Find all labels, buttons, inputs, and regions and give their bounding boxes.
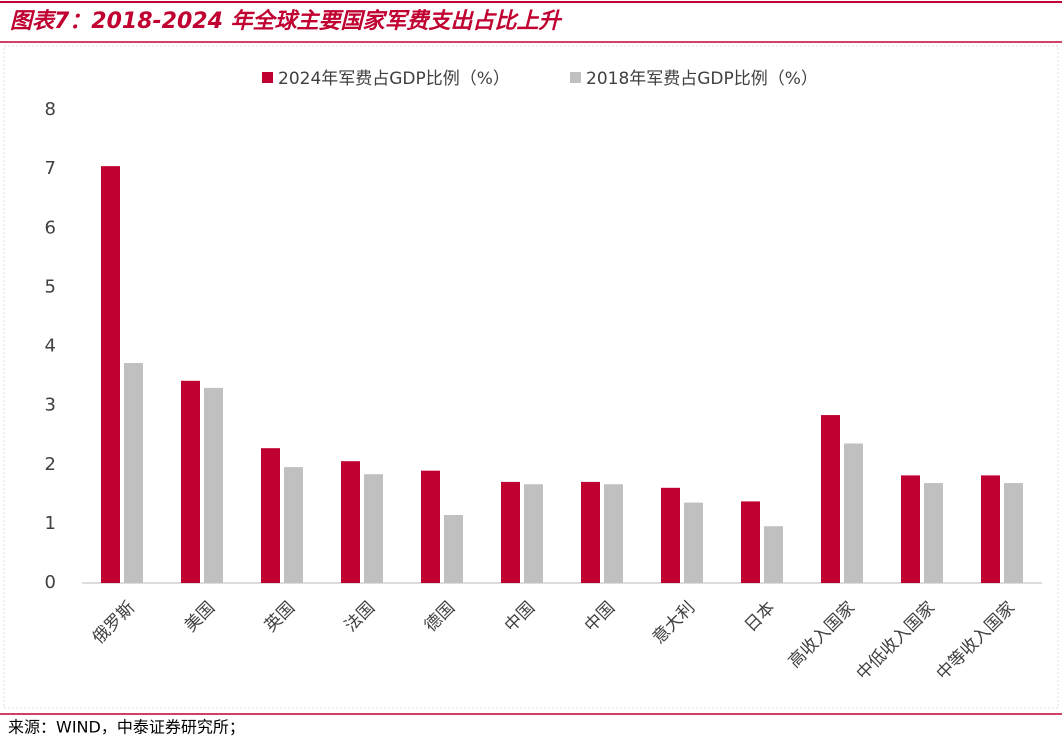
bar bbox=[1004, 483, 1023, 583]
bar bbox=[684, 502, 703, 583]
bar bbox=[444, 515, 463, 583]
x-tick-label: 意大利 bbox=[649, 598, 699, 648]
y-tick-label: 1 bbox=[45, 513, 56, 534]
legend-swatch bbox=[262, 72, 273, 83]
bar bbox=[204, 387, 223, 583]
x-tick-label: 日本 bbox=[741, 598, 779, 636]
bar bbox=[821, 415, 840, 583]
x-tick-label: 中国 bbox=[501, 598, 539, 636]
x-tick-label: 高收入国家 bbox=[785, 598, 859, 672]
bar bbox=[981, 475, 1000, 583]
chart-title: 图表7：2018-2024 年全球主要国家军费支出占比上升 bbox=[10, 8, 563, 34]
bar bbox=[101, 166, 120, 583]
x-tick-label: 法国 bbox=[341, 598, 379, 636]
legend-label: 2018年军费占GDP比例（%） bbox=[586, 69, 818, 89]
y-tick-label: 2 bbox=[45, 454, 56, 475]
chart-border bbox=[3, 45, 1059, 709]
x-tick-label: 中国 bbox=[581, 598, 619, 636]
bar bbox=[284, 467, 303, 583]
y-tick-label: 7 bbox=[45, 158, 56, 179]
x-tick-label: 德国 bbox=[421, 598, 459, 636]
bar bbox=[844, 443, 863, 583]
legend-swatch bbox=[570, 72, 581, 83]
x-tick-label: 美国 bbox=[181, 598, 219, 636]
legend-label: 2024年军费占GDP比例（%） bbox=[278, 69, 510, 89]
bar bbox=[741, 501, 760, 583]
x-tick-label: 中低收入国家 bbox=[853, 598, 939, 684]
bar bbox=[421, 470, 440, 583]
bar bbox=[924, 483, 943, 583]
source: 来源：WIND，中泰证券研究所； bbox=[8, 718, 245, 737]
bar bbox=[261, 448, 280, 583]
y-tick-label: 5 bbox=[45, 276, 56, 297]
y-tick-label: 8 bbox=[45, 99, 56, 120]
x-tick-label: 英国 bbox=[261, 598, 299, 636]
bar bbox=[124, 363, 143, 583]
bar bbox=[901, 475, 920, 583]
bar bbox=[524, 484, 543, 583]
y-tick-label: 4 bbox=[45, 336, 56, 357]
bar bbox=[341, 461, 360, 583]
bar bbox=[181, 380, 200, 583]
bar bbox=[604, 484, 623, 583]
bar bbox=[501, 481, 520, 583]
bar bbox=[581, 481, 600, 583]
bar bbox=[661, 487, 680, 583]
x-tick-label: 俄罗斯 bbox=[89, 598, 139, 648]
bar bbox=[764, 526, 783, 583]
y-tick-label: 3 bbox=[45, 395, 56, 416]
y-tick-label: 0 bbox=[45, 572, 56, 593]
x-tick-label: 中等收入国家 bbox=[933, 598, 1019, 684]
bar bbox=[364, 474, 383, 583]
y-tick-label: 6 bbox=[45, 217, 56, 238]
